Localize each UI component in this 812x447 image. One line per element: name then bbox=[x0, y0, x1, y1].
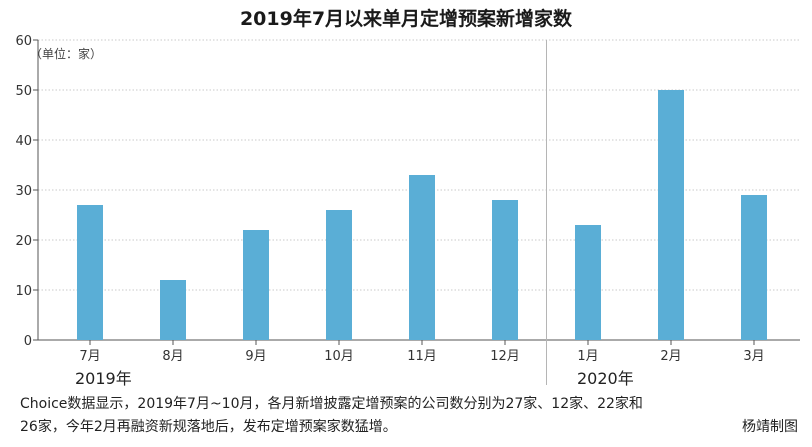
y-tick-label: 30 bbox=[15, 184, 32, 199]
bar-chart: 0 10 20 30 40 50 60 7月 8月 9月 10月 11月 12月 1月 2月 3月 2019… bbox=[15, 34, 800, 388]
year-label: 2019年 bbox=[75, 369, 132, 388]
x-tick-label: 3月 bbox=[743, 349, 764, 364]
bar bbox=[409, 175, 435, 340]
y-tick-label: 0 bbox=[24, 334, 32, 349]
bar bbox=[741, 195, 767, 340]
y-tick-label: 60 bbox=[15, 34, 32, 49]
chart-title: 2019年7月以来单月定增预案新增家数 bbox=[239, 8, 573, 30]
x-tick-label: 11月 bbox=[407, 349, 437, 364]
x-axis-ticks: 7月 8月 9月 10月 11月 12月 1月 2月 3月 bbox=[79, 340, 765, 364]
bars bbox=[77, 90, 767, 340]
year-label: 2020年 bbox=[577, 369, 634, 388]
bar bbox=[160, 280, 186, 340]
bar bbox=[77, 205, 103, 340]
x-tick-label: 12月 bbox=[490, 349, 520, 364]
y-tick-label: 10 bbox=[15, 284, 32, 299]
caption-line-2: 26家，今年2月再融资新规落地后，发布定增预案家数猛增。 bbox=[20, 419, 397, 435]
bar bbox=[243, 230, 269, 340]
x-tick-label: 9月 bbox=[245, 349, 266, 364]
y-tick-label: 20 bbox=[15, 234, 32, 249]
x-tick-label: 2月 bbox=[660, 349, 681, 364]
bar bbox=[326, 210, 352, 340]
bar bbox=[658, 90, 684, 340]
x-tick-label: 10月 bbox=[324, 349, 354, 364]
x-tick-label: 7月 bbox=[79, 349, 100, 364]
caption-line-1: Choice数据显示，2019年7月~10月，各月新增披露定增预案的公司数分别为… bbox=[20, 396, 643, 412]
y-tick-label: 40 bbox=[15, 134, 32, 149]
y-tick-label: 50 bbox=[15, 84, 32, 99]
bar bbox=[492, 200, 518, 340]
bar bbox=[575, 225, 601, 340]
unit-label: （单位：家） bbox=[30, 46, 102, 61]
x-tick-label: 1月 bbox=[577, 349, 598, 364]
x-tick-label: 8月 bbox=[162, 349, 183, 364]
year-labels: 2019年 2020年 bbox=[75, 40, 634, 388]
credit: 杨靖制图 bbox=[742, 419, 798, 435]
